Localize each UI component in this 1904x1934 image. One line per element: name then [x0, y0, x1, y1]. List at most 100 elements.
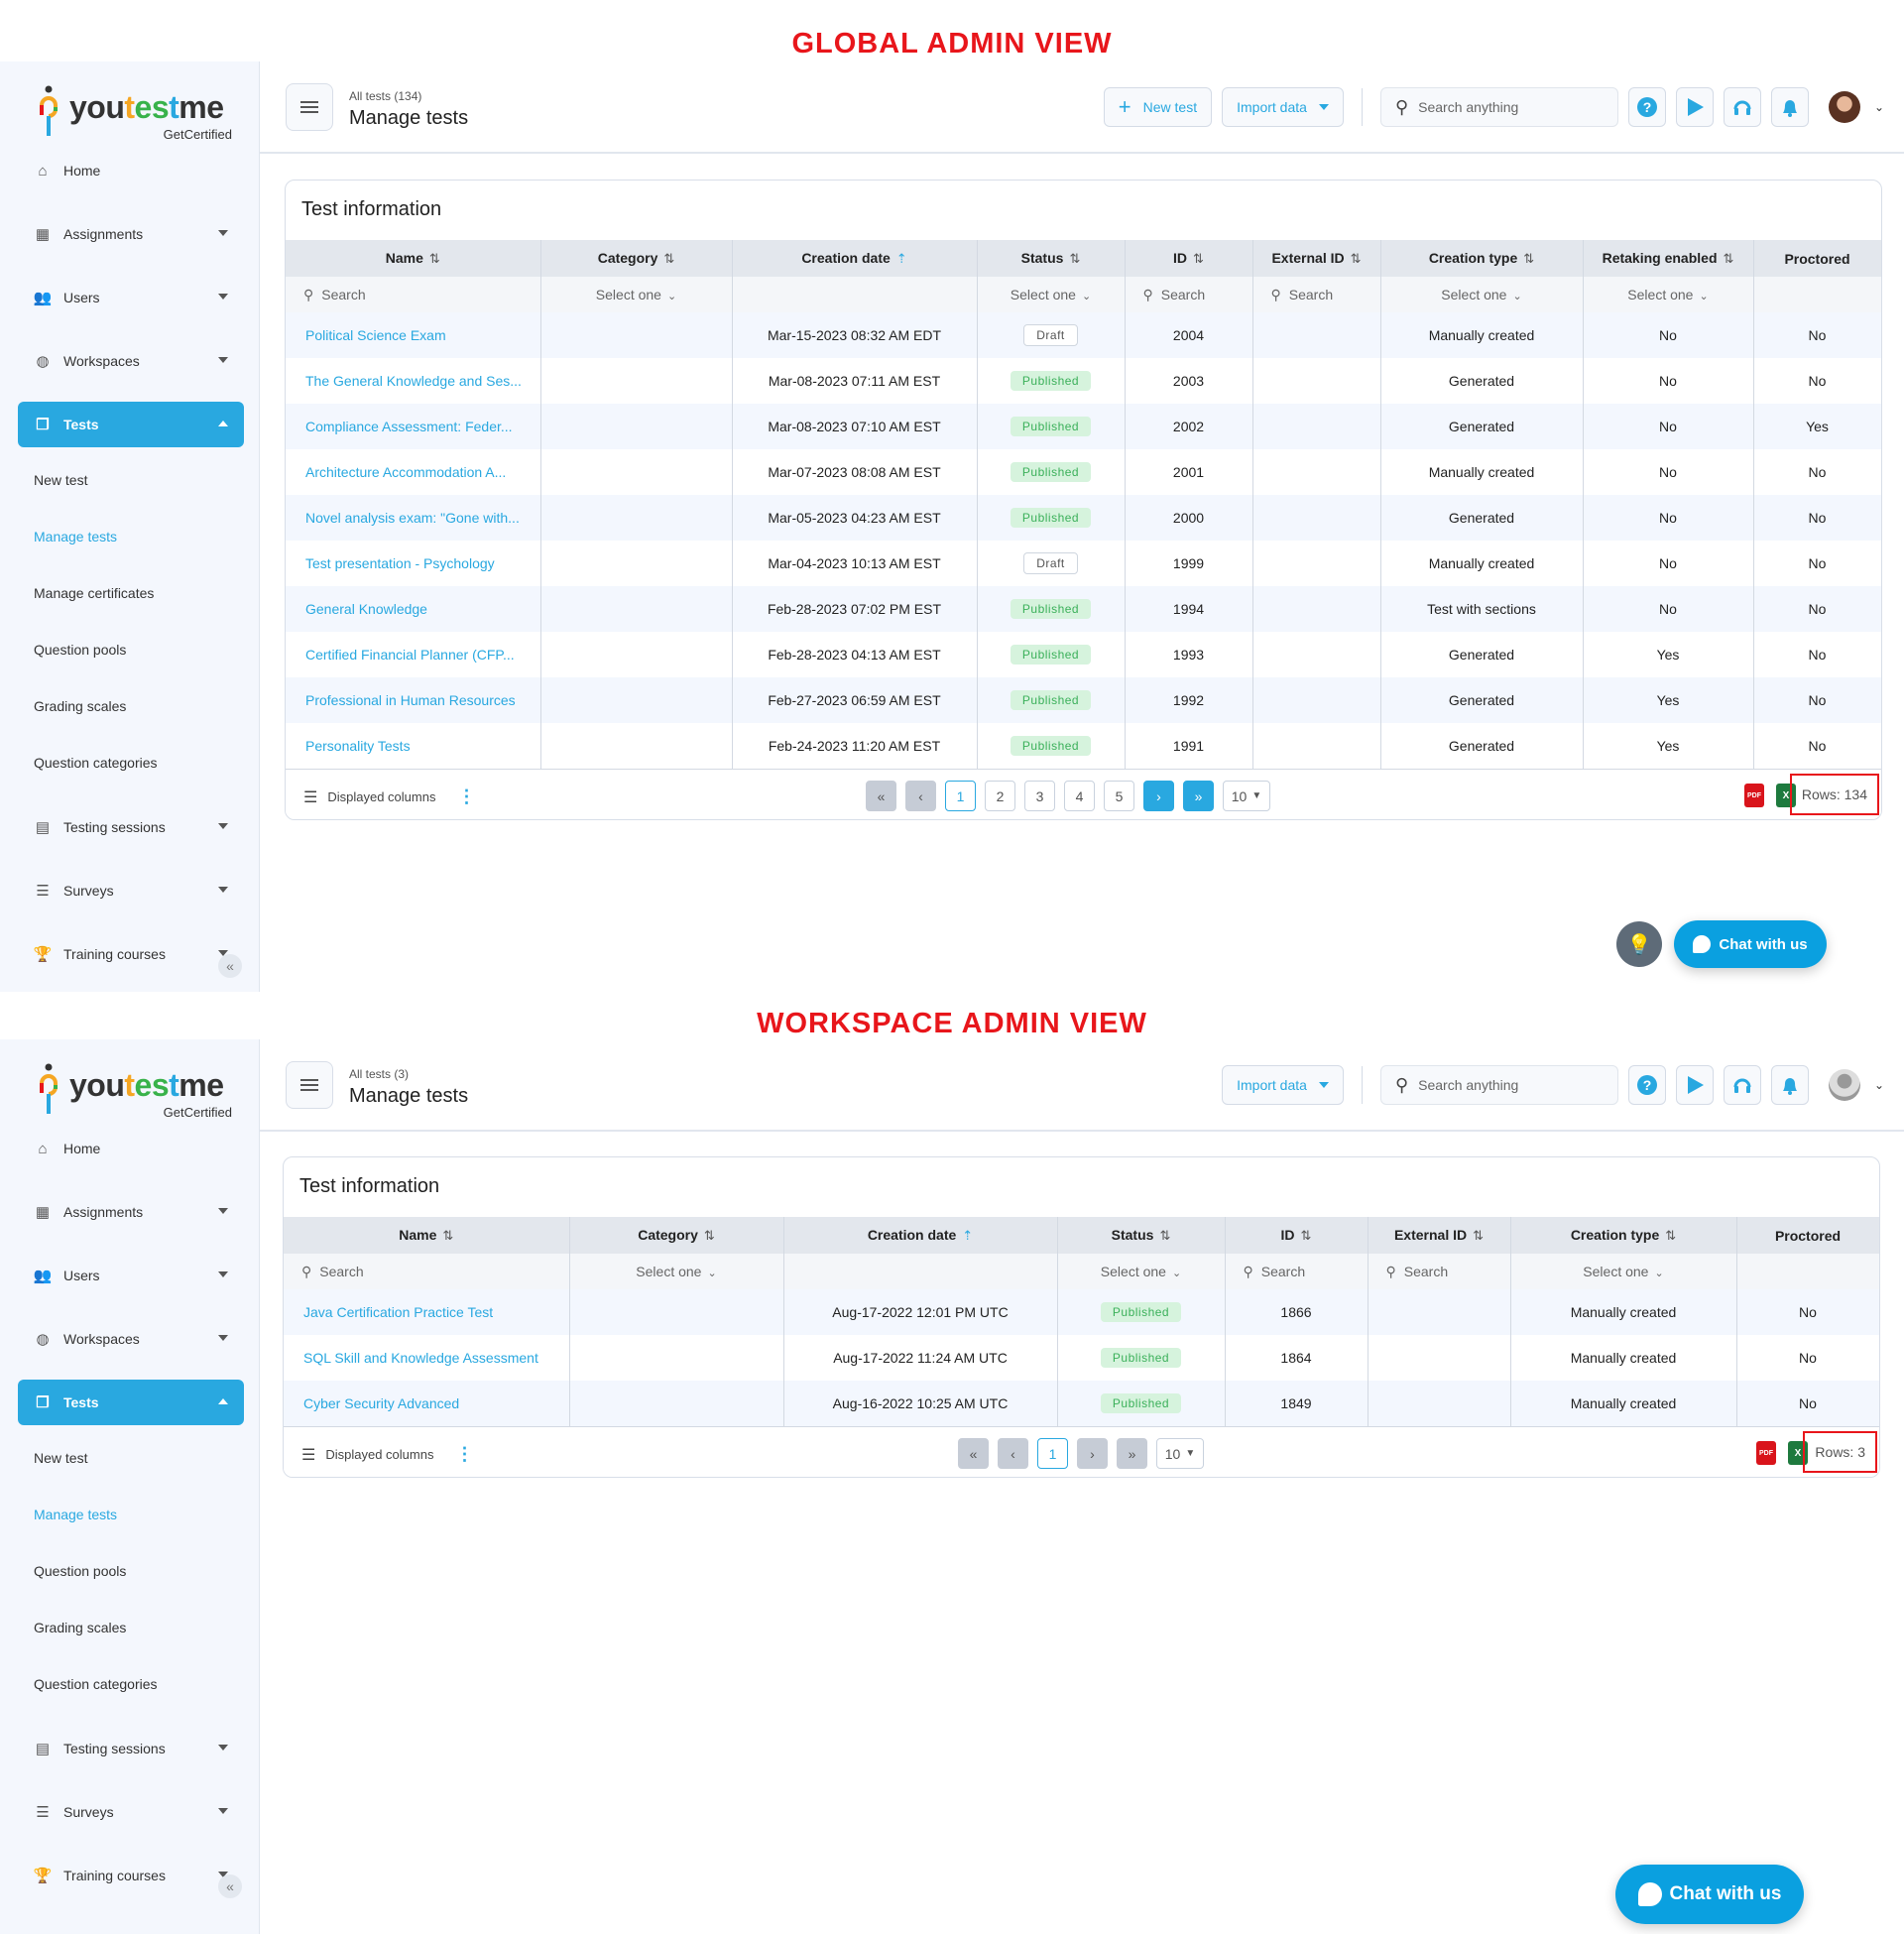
test-name-link[interactable]: General Knowledge [286, 586, 541, 632]
filter-search-input[interactable]: ⚲ Search [284, 1254, 570, 1289]
sidebar-item-workspaces[interactable]: ◍ Workspaces [18, 1316, 244, 1362]
column-header-creation-type[interactable]: Creation type ⇅ [1510, 1217, 1737, 1254]
avatar[interactable] [1828, 91, 1860, 123]
filter-select[interactable]: Select one ⌄ [1380, 277, 1584, 312]
logo[interactable]: youtestme GetCertified [34, 1063, 232, 1123]
export-pdf-button[interactable]: PDF [1744, 784, 1764, 807]
help-button[interactable]: ? [1627, 1065, 1666, 1105]
sidebar-item-assignments[interactable]: ▦ Assignments [18, 211, 244, 257]
column-header-status[interactable]: Status ⇅ [1057, 1217, 1226, 1254]
column-header-category[interactable]: Category ⇅ [540, 240, 733, 277]
export-pdf-button[interactable]: PDF [1756, 1441, 1776, 1465]
sidebar-item-surveys[interactable]: ☰ Surveys [18, 1789, 244, 1835]
displayed-columns-button[interactable]: ☰ Displayed columns ⋮ [303, 786, 475, 807]
sidebar-item-training-courses[interactable]: 🏆 Training courses [18, 931, 244, 977]
help-button[interactable]: ? [1627, 87, 1666, 127]
sidebar-subitem-manage-tests[interactable]: Manage tests [34, 1507, 118, 1522]
import-data-button[interactable]: Import data [1222, 87, 1344, 127]
page-button[interactable]: 1 [945, 781, 976, 811]
filter-select[interactable]: Select one ⌄ [1583, 277, 1754, 312]
sidebar-item-home[interactable]: ⌂ Home [18, 1126, 244, 1171]
sidebar-subitem-manage-certificates[interactable]: Manage certificates [34, 585, 155, 601]
column-header-retaking-enabled[interactable]: Retaking enabled ⇅ [1583, 240, 1754, 277]
column-header-proctored[interactable]: Proctored [1736, 1217, 1879, 1254]
column-header-external-id[interactable]: External ID ⇅ [1252, 240, 1381, 277]
notifications-button[interactable] [1770, 87, 1809, 127]
sidebar-subitem-grading-scales[interactable]: Grading scales [34, 698, 127, 714]
sidebar-subitem-new-test[interactable]: New test [34, 1450, 88, 1466]
sidebar-item-tests[interactable]: ❐ Tests [18, 402, 244, 447]
notifications-button[interactable] [1770, 1065, 1809, 1105]
column-header-external-id[interactable]: External ID ⇅ [1368, 1217, 1511, 1254]
sidebar-item-tests[interactable]: ❐ Tests [18, 1380, 244, 1425]
sidebar-item-users[interactable]: 👥 Users [18, 1253, 244, 1298]
first-page-button[interactable]: « [958, 1438, 989, 1469]
sidebar-subitem-question-pools[interactable]: Question pools [34, 642, 127, 658]
chat-button[interactable]: Chat with us [1674, 920, 1827, 968]
test-name-link[interactable]: SQL Skill and Knowledge Assessment [284, 1335, 570, 1381]
menu-toggle-button[interactable] [286, 1061, 333, 1109]
first-page-button[interactable]: « [866, 781, 896, 811]
test-name-link[interactable]: Certified Financial Planner (CFP... [286, 632, 541, 677]
test-name-link[interactable]: Test presentation - Psychology [286, 541, 541, 586]
sidebar-subitem-grading-scales[interactable]: Grading scales [34, 1620, 127, 1635]
filter-select[interactable]: Select one ⌄ [540, 277, 733, 312]
collapse-sidebar-button[interactable]: « [218, 1874, 242, 1898]
filter-select[interactable]: Select one ⌄ [1510, 1254, 1737, 1289]
chevron-down-icon[interactable]: ⌄ [1873, 1078, 1884, 1092]
import-data-button[interactable]: Import data [1222, 1065, 1344, 1105]
page-size-select[interactable]: 10 ▼ [1223, 781, 1270, 811]
column-header-name[interactable]: Name ⇅ [286, 240, 541, 277]
sidebar-subitem-new-test[interactable]: New test [34, 472, 88, 488]
chat-button[interactable]: Chat with us [1615, 1865, 1804, 1924]
test-name-link[interactable]: Political Science Exam [286, 312, 541, 358]
tips-button[interactable]: 💡 [1616, 921, 1662, 967]
sidebar-subitem-question-categories[interactable]: Question categories [34, 755, 158, 771]
column-header-creation-type[interactable]: Creation type ⇅ [1380, 240, 1584, 277]
page-button[interactable]: 4 [1064, 781, 1095, 811]
next-page-button[interactable]: › [1143, 781, 1174, 811]
test-name-link[interactable]: Novel analysis exam: "Gone with... [286, 495, 541, 541]
test-name-link[interactable]: Personality Tests [286, 723, 541, 769]
displayed-columns-button[interactable]: ☰ Displayed columns ⋮ [301, 1444, 473, 1465]
filter-select[interactable]: Select one ⌄ [977, 277, 1126, 312]
avatar[interactable] [1828, 1069, 1860, 1101]
column-header-name[interactable]: Name ⇅ [284, 1217, 570, 1254]
column-header-creation-date[interactable]: Creation date ⇡ [783, 1217, 1058, 1254]
sidebar-item-testing-sessions[interactable]: ▤ Testing sessions [18, 804, 244, 850]
play-button[interactable] [1675, 87, 1714, 127]
filter-select[interactable]: Select one ⌄ [1057, 1254, 1226, 1289]
previous-page-button[interactable]: ‹ [998, 1438, 1028, 1469]
column-header-id[interactable]: ID ⇅ [1225, 1217, 1368, 1254]
test-name-link[interactable]: Cyber Security Advanced [284, 1381, 570, 1426]
filter-select[interactable]: Select one ⌄ [569, 1254, 784, 1289]
next-page-button[interactable]: › [1077, 1438, 1108, 1469]
filter-search-input[interactable]: ⚲ Search [286, 277, 541, 312]
test-name-link[interactable]: Architecture Accommodation A... [286, 449, 541, 495]
chevron-down-icon[interactable]: ⌄ [1873, 100, 1884, 114]
previous-page-button[interactable]: ‹ [905, 781, 936, 811]
play-button[interactable] [1675, 1065, 1714, 1105]
page-button[interactable]: 1 [1037, 1438, 1068, 1469]
column-header-id[interactable]: ID ⇅ [1125, 240, 1253, 277]
export-excel-button[interactable]: X [1788, 1441, 1808, 1465]
column-header-proctored[interactable]: Proctored [1753, 240, 1881, 277]
global-search-input[interactable]: ⚲ Search anything [1379, 87, 1618, 127]
column-header-category[interactable]: Category ⇅ [569, 1217, 784, 1254]
sidebar-item-testing-sessions[interactable]: ▤ Testing sessions [18, 1726, 244, 1771]
collapse-sidebar-button[interactable]: « [218, 954, 242, 978]
column-header-status[interactable]: Status ⇅ [977, 240, 1126, 277]
more-vertical-icon[interactable]: ⋮ [455, 1444, 474, 1464]
filter-search-input[interactable]: ⚲ Search [1252, 277, 1381, 312]
sidebar-item-users[interactable]: 👥 Users [18, 275, 244, 320]
test-name-link[interactable]: Professional in Human Resources [286, 677, 541, 723]
filter-search-input[interactable]: ⚲ Search [1225, 1254, 1368, 1289]
support-button[interactable] [1723, 87, 1761, 127]
last-page-button[interactable]: » [1183, 781, 1214, 811]
sidebar-subitem-question-categories[interactable]: Question categories [34, 1676, 158, 1692]
last-page-button[interactable]: » [1117, 1438, 1147, 1469]
page-button[interactable]: 5 [1104, 781, 1134, 811]
filter-search-input[interactable]: ⚲ Search [1125, 277, 1253, 312]
menu-toggle-button[interactable] [286, 83, 333, 131]
test-name-link[interactable]: Java Certification Practice Test [284, 1289, 570, 1335]
